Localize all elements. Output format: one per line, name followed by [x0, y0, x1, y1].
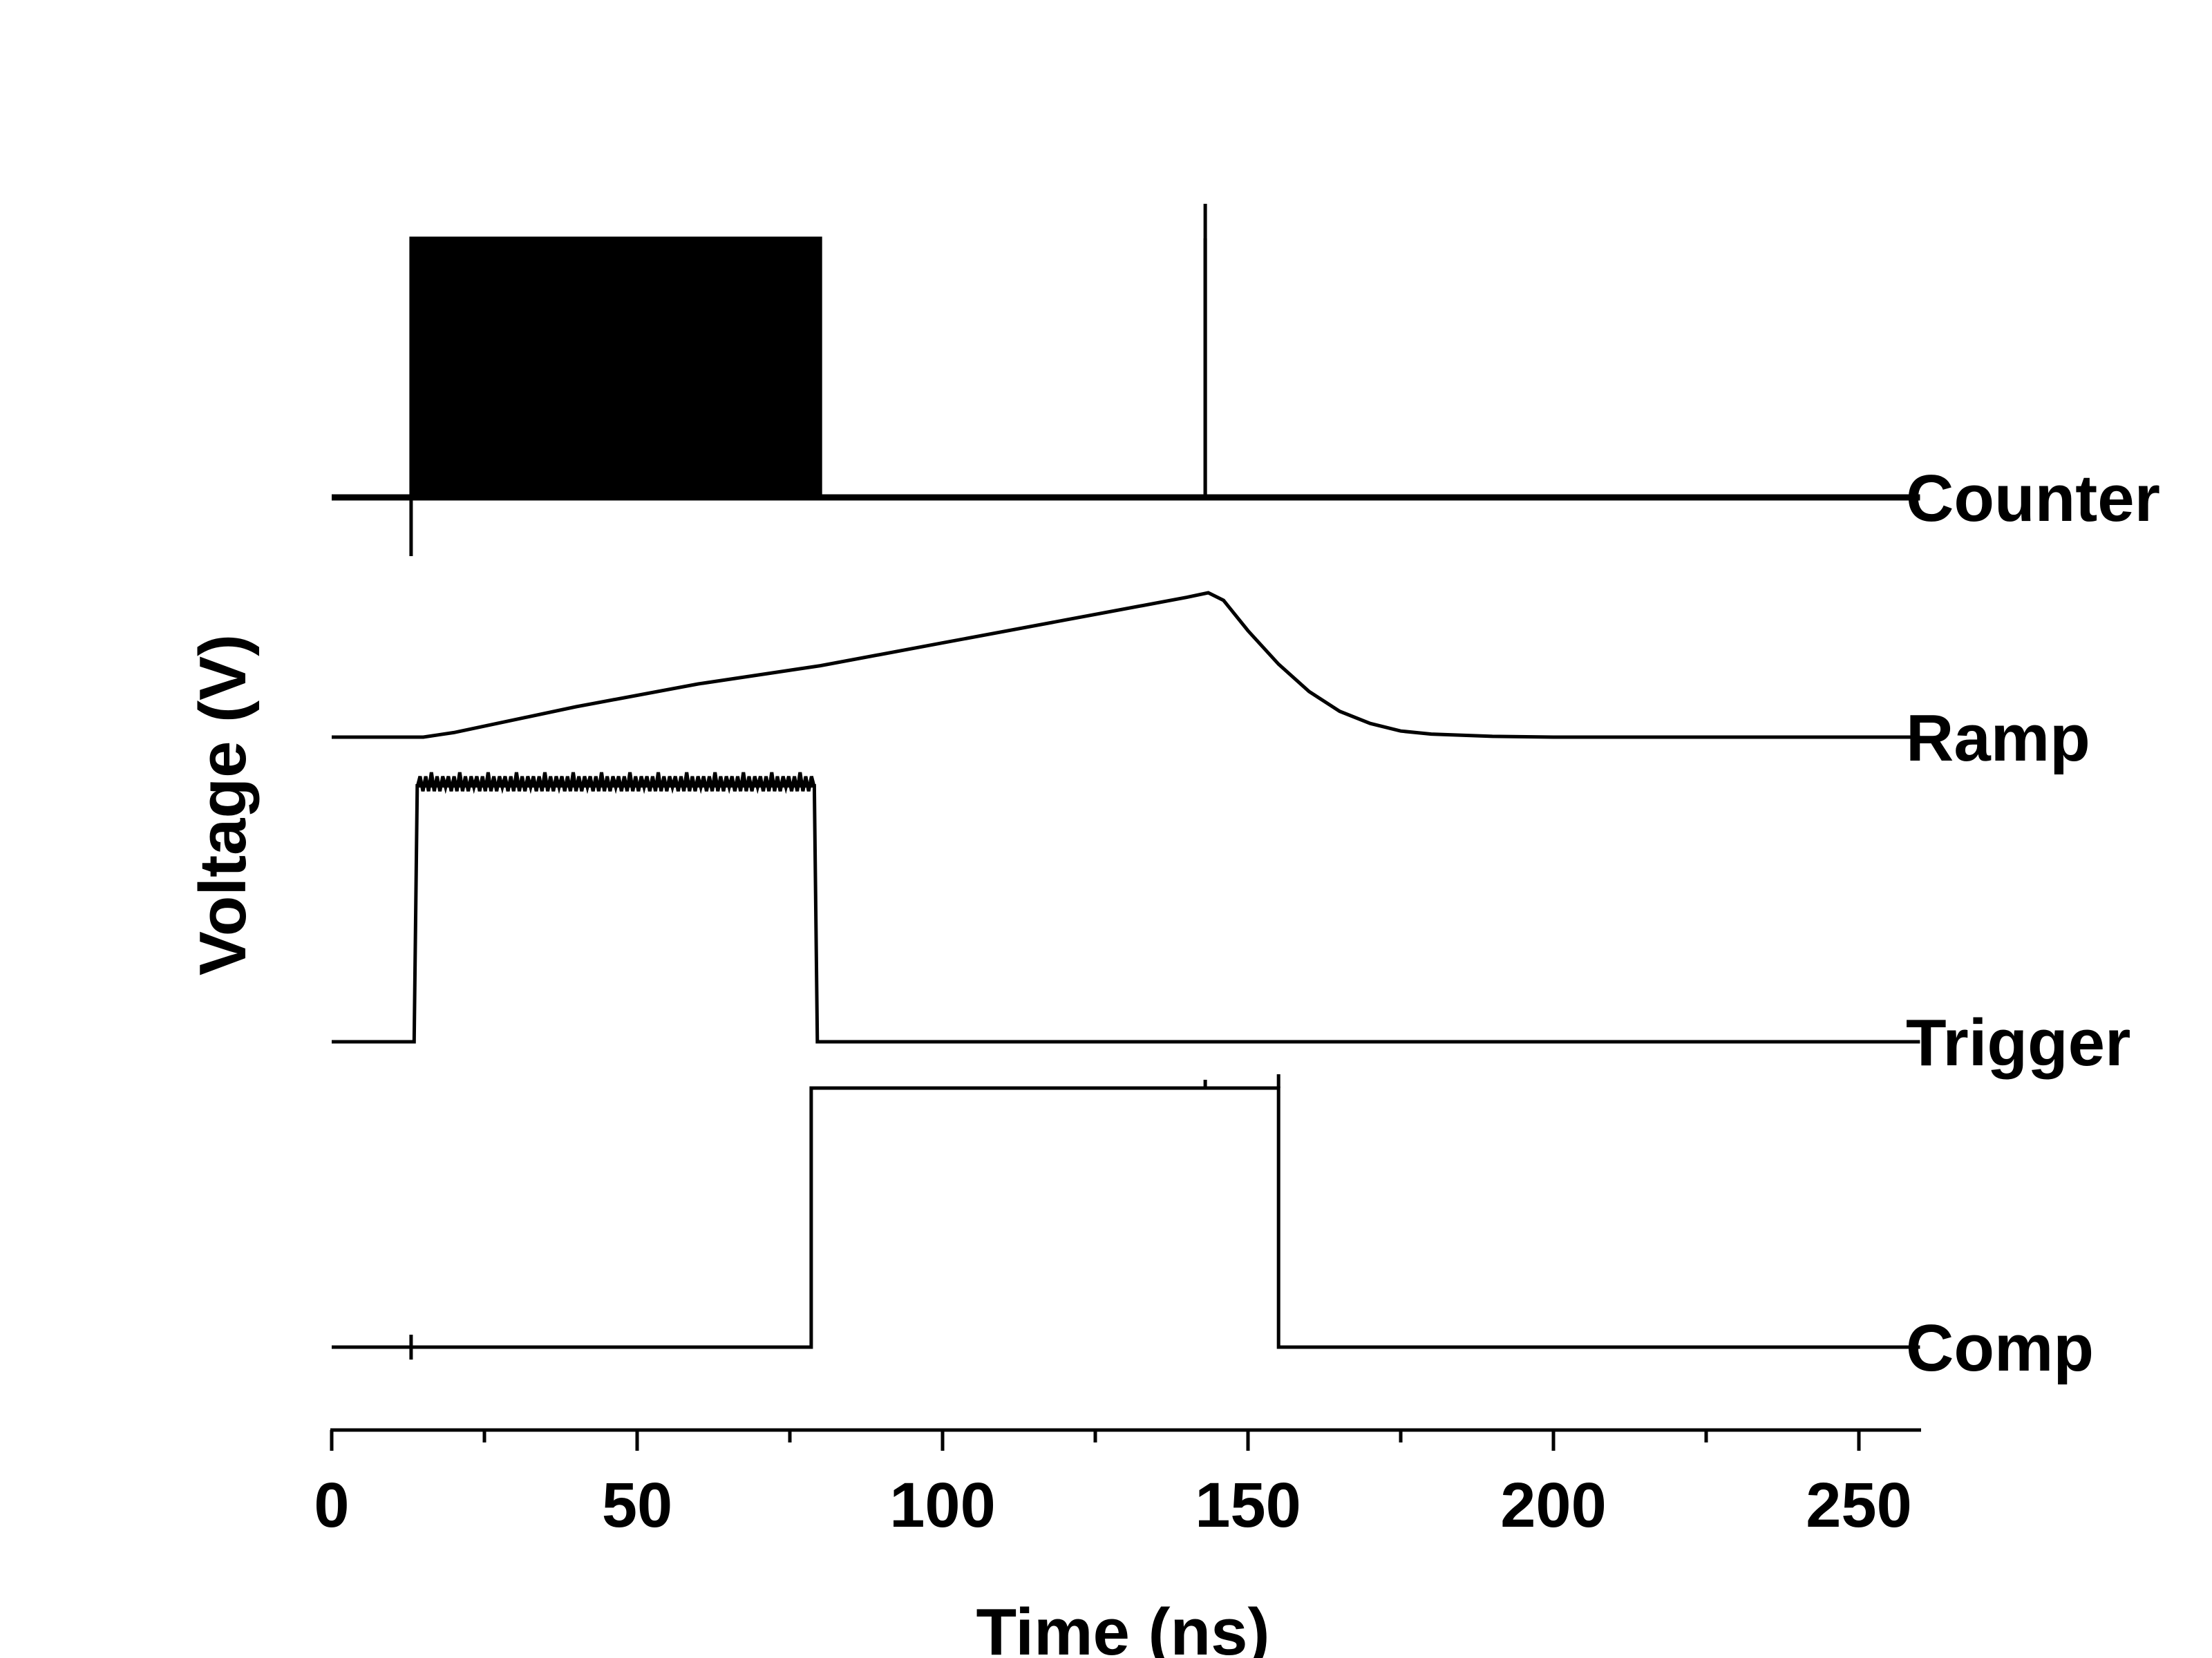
x-tick-label-50: 50	[602, 1470, 672, 1541]
x-tick-labels: 0 50 100 150 200 250	[314, 1470, 1911, 1541]
series-label-counter: Counter	[1906, 461, 2160, 535]
x-tick-label-100: 100	[889, 1470, 996, 1541]
x-tick-label-200: 200	[1500, 1470, 1607, 1541]
series-label-comp: Comp	[1906, 1311, 2094, 1385]
series-counter-clock-burst	[410, 238, 821, 497]
series-label-ramp: Ramp	[1906, 701, 2090, 775]
x-tick-label-0: 0	[314, 1470, 349, 1541]
x-ticks	[330, 1430, 1861, 1451]
series-ramp-line	[332, 591, 1920, 739]
series-trigger-line	[332, 784, 1920, 1044]
series-comp-line	[332, 1086, 1920, 1349]
traces	[332, 204, 1920, 1360]
series-labels: Counter Ramp Trigger Comp	[1906, 461, 2160, 1385]
x-tick-label-250: 250	[1806, 1470, 1912, 1541]
x-axis-title: Time (ns)	[976, 1595, 1270, 1658]
y-axis-title: Voltage (V)	[186, 634, 260, 975]
series-label-trigger: Trigger	[1906, 1006, 2130, 1080]
series-trigger-noise	[415, 772, 816, 794]
x-axis: 0 50 100 150 200 250	[314, 1428, 1921, 1541]
x-tick-label-150: 150	[1195, 1470, 1301, 1541]
